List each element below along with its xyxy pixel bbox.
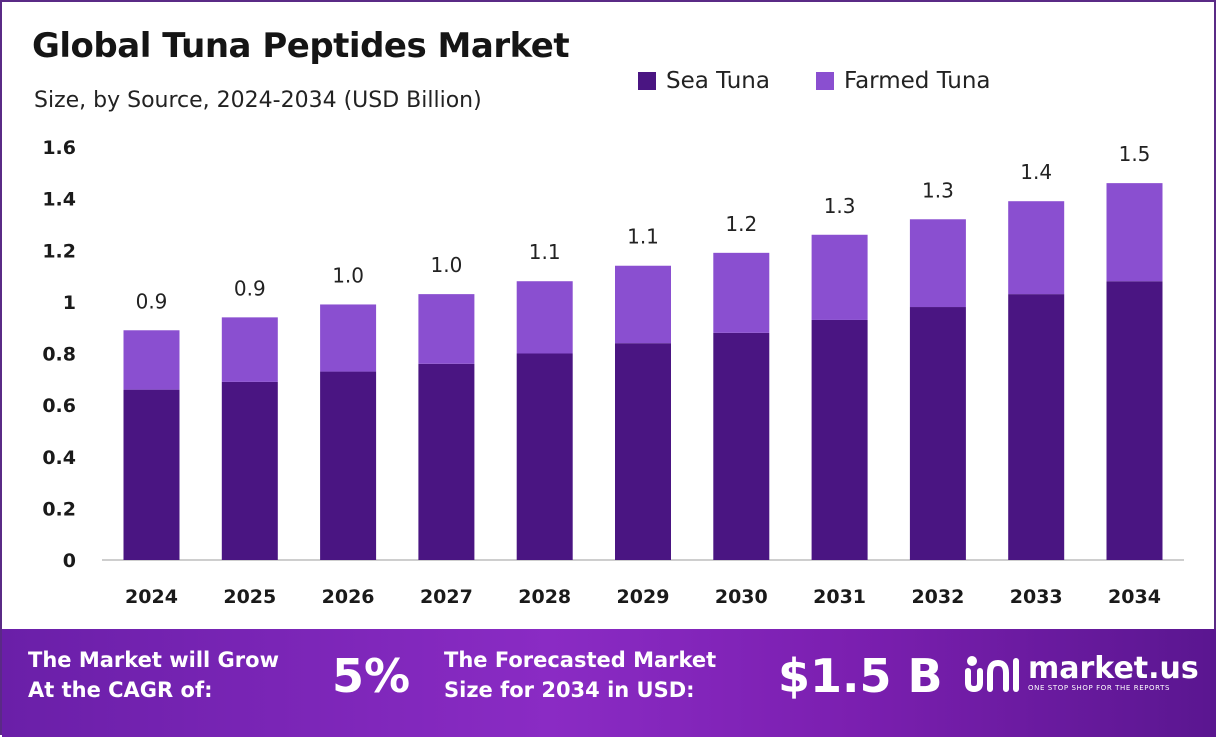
- y-tick-label: 1.6: [42, 137, 76, 159]
- bar-farmed-tuna: [418, 294, 475, 364]
- chart-subtitle: Size, by Source, 2024-2034 (USD Billion): [34, 88, 482, 113]
- bar-total-label: 0.9: [136, 289, 168, 313]
- bar-farmed-tuna: [221, 317, 278, 382]
- y-tick-label: 1.4: [42, 189, 76, 211]
- bar-total-label: 1.5: [1119, 142, 1151, 166]
- x-tick-label: 2033: [1010, 586, 1063, 608]
- x-tick-label: 2026: [322, 586, 375, 608]
- x-tick-label: 2031: [813, 586, 866, 608]
- forecast-text-line-2: Size for 2034 in USD:: [444, 678, 695, 702]
- bar-farmed-tuna: [811, 234, 868, 320]
- market-us-logo-icon: [965, 656, 1019, 693]
- bar-farmed-tuna: [909, 219, 966, 308]
- bar-sea-tuna: [320, 371, 377, 560]
- bar-farmed-tuna: [713, 252, 770, 333]
- y-tick-label: 0.6: [42, 395, 76, 417]
- bar-total-label: 1.1: [627, 225, 659, 249]
- legend-swatch-sea-tuna: [638, 72, 656, 90]
- y-tick-label: 0.2: [42, 498, 76, 520]
- bar-sea-tuna: [1106, 281, 1163, 560]
- brand-tagline: ONE STOP SHOP FOR THE REPORTS: [1028, 684, 1171, 692]
- bar-farmed-tuna: [320, 304, 377, 372]
- bar-total-label: 1.2: [725, 212, 757, 236]
- bar-total-label: 1.0: [332, 263, 364, 287]
- cagr-value: 5%: [332, 649, 411, 703]
- footer-banner: The Market will Grow At the CAGR of: 5% …: [2, 629, 1216, 737]
- y-tick-label: 0.4: [42, 447, 76, 469]
- forecast-text: The Forecasted Market Size for 2034 in U…: [444, 645, 716, 705]
- forecast-text-line-1: The Forecasted Market: [444, 648, 717, 672]
- cagr-text: The Market will Grow At the CAGR of:: [28, 645, 279, 705]
- bar-farmed-tuna: [123, 330, 180, 390]
- chart-title: Global Tuna Peptides Market: [32, 26, 570, 66]
- x-tick-label: 2025: [223, 586, 276, 608]
- bar-total-label: 1.3: [824, 194, 856, 218]
- bar-farmed-tuna: [516, 281, 573, 354]
- cagr-text-line-2: At the CAGR of:: [28, 678, 213, 702]
- legend: Sea Tuna Farmed Tuna: [638, 68, 991, 94]
- bar-total-label: 1.1: [529, 240, 561, 264]
- bar-sea-tuna: [516, 353, 573, 560]
- bar-sea-tuna: [909, 307, 966, 560]
- y-tick-label: 0.8: [42, 344, 76, 366]
- legend-item-sea-tuna: Sea Tuna: [638, 68, 770, 94]
- bar-total-label: 1.3: [922, 178, 954, 202]
- legend-swatch-farmed-tuna: [815, 72, 834, 90]
- y-tick-label: 1.2: [42, 240, 76, 262]
- bar-sea-tuna: [418, 363, 475, 560]
- bar-farmed-tuna: [615, 265, 671, 344]
- x-tick-label: 2029: [617, 586, 670, 608]
- bar-sea-tuna: [221, 381, 278, 560]
- bar-farmed-tuna: [1008, 201, 1065, 295]
- x-tick-label: 2030: [715, 586, 768, 608]
- legend-item-farmed-tuna: Farmed Tuna: [815, 68, 991, 94]
- x-tick-label: 2024: [125, 586, 178, 608]
- legend-label-farmed-tuna: Farmed Tuna: [843, 68, 991, 94]
- y-tick-label: 1: [63, 292, 76, 314]
- brand-name: market.us: [1028, 651, 1199, 686]
- cagr-text-line-1: The Market will Grow: [28, 648, 279, 672]
- bar-total-label: 1.4: [1020, 160, 1052, 184]
- bar-sea-tuna: [713, 332, 770, 560]
- x-tick-label: 2028: [518, 586, 571, 608]
- bar-total-label: 0.9: [234, 276, 266, 300]
- x-tick-label: 2027: [420, 586, 473, 608]
- bar-farmed-tuna: [1106, 183, 1163, 282]
- bar-chart: 0 0.2 0.4 0.6 0.8 1 1.2 1.4 1.6 0.9 2024 0.9 2025 1.0…: [42, 137, 1184, 608]
- bar-total-label: 1.0: [430, 253, 462, 277]
- forecast-value: $1.5 B: [778, 649, 943, 703]
- bar-sea-tuna: [123, 389, 180, 560]
- x-tick-label: 2032: [911, 586, 964, 608]
- bar-sea-tuna: [615, 343, 671, 560]
- bar-sea-tuna: [811, 319, 868, 560]
- legend-label-sea-tuna: Sea Tuna: [666, 68, 770, 94]
- x-tick-label: 2034: [1108, 586, 1161, 608]
- bar-sea-tuna: [1008, 294, 1065, 560]
- y-tick-label: 0: [63, 550, 76, 572]
- brand-logo: market.us ONE STOP SHOP FOR THE REPORTS: [964, 653, 1199, 693]
